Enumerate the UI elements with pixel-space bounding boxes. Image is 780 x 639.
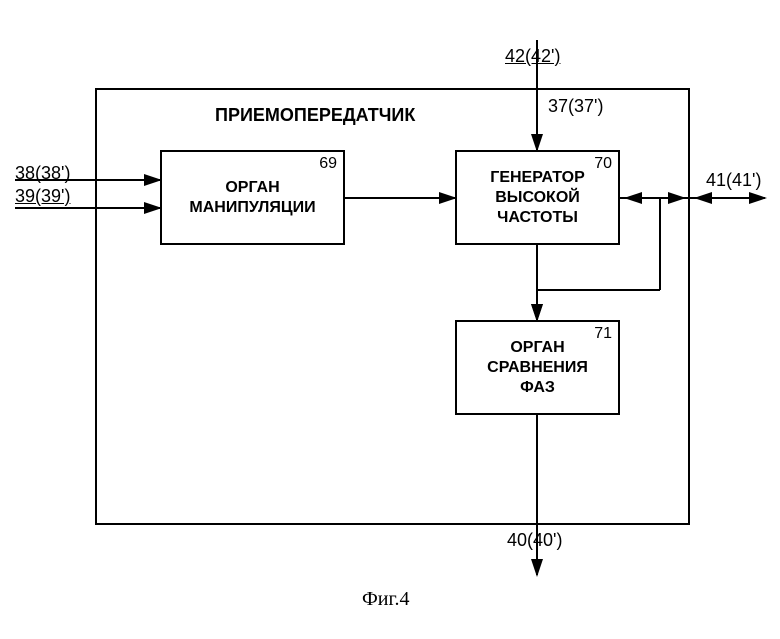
label-41: 41(41') <box>706 170 761 191</box>
figure-caption: Фиг.4 <box>362 588 409 611</box>
label-42: 42(42') <box>505 46 560 67</box>
block-69-num: 69 <box>319 154 337 174</box>
block-69: 69 ОРГАН МАНИПУЛЯЦИИ <box>160 150 345 245</box>
block-69-line1: ОРГАН <box>225 178 279 198</box>
block-71-num: 71 <box>594 324 612 344</box>
block-70-line3: ЧАСТОТЫ <box>497 208 578 228</box>
label-39: 39(39') <box>15 186 70 207</box>
block-70-line2: ВЫСОКОЙ <box>495 188 580 208</box>
label-40: 40(40') <box>507 530 562 551</box>
block-71-line1: ОРГАН <box>510 338 564 358</box>
block-70-num: 70 <box>594 154 612 174</box>
block-70: 70 ГЕНЕРАТОР ВЫСОКОЙ ЧАСТОТЫ <box>455 150 620 245</box>
block-71: 71 ОРГАН СРАВНЕНИЯ ФАЗ <box>455 320 620 415</box>
label-37: 37(37') <box>548 96 603 117</box>
block-71-line2: СРАВНЕНИЯ <box>487 358 588 378</box>
title-label: ПРИЕМОПЕРЕДАТЧИК <box>215 105 415 126</box>
block-71-line3: ФАЗ <box>520 378 555 398</box>
block-69-line2: МАНИПУЛЯЦИИ <box>189 198 315 218</box>
label-38: 38(38') <box>15 163 70 184</box>
block-70-line1: ГЕНЕРАТОР <box>490 168 584 188</box>
